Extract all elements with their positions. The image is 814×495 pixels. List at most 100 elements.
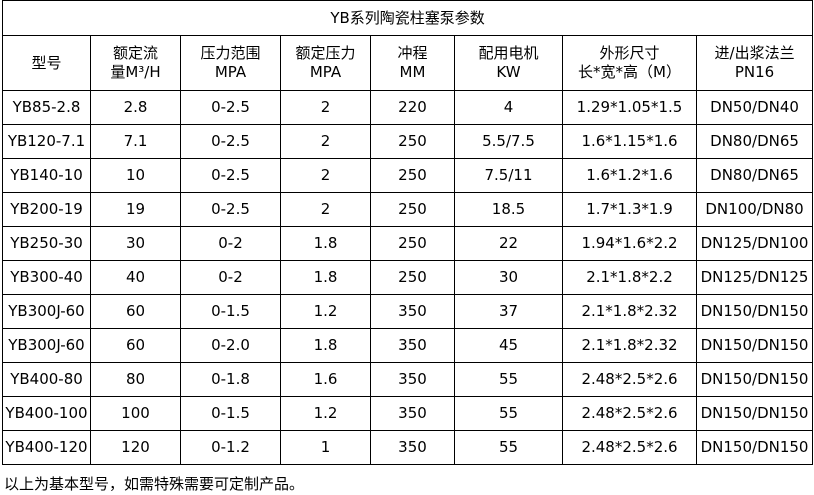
header-line: KW [496, 63, 521, 81]
cell-rated-pressure: 2 [280, 158, 371, 193]
table-row: YB400-80 80 0-1.8 1.6 350 55 2.48*2.5*2.… [2, 362, 814, 397]
cell-pressure-range: 0-1.2 [180, 430, 281, 465]
cell-pressure-range: 0-1.5 [180, 396, 281, 431]
header-cell-dimensions: 外形尺寸 长*宽*高（M） [562, 35, 697, 91]
cell-motor: 37 [454, 294, 563, 329]
cell-pressure-range: 0-2 [180, 226, 281, 261]
cell-rated-pressure: 1.2 [280, 294, 371, 329]
cell-dimensions: 2.1*1.8*2.2 [562, 260, 697, 295]
table-row: YB85-2.8 2.8 0-2.5 2 220 4 1.29*1.05*1.5… [2, 90, 814, 125]
cell-flange: DN125/DN125 [695, 260, 814, 295]
cell-stroke: 250 [370, 124, 455, 159]
cell-flange: DN125/DN100 [695, 226, 814, 261]
header-cell-rated-flow: 额定流 量M³/H [90, 35, 181, 91]
cell-stroke: 350 [370, 362, 455, 397]
table-row: YB140-10 10 0-2.5 2 250 7.5/11 1.6*1.2*1… [2, 158, 814, 193]
cell-model: YB250-30 [2, 226, 91, 261]
cell-dimensions: 1.6*1.15*1.6 [562, 124, 697, 159]
cell-rated-flow: 7.1 [90, 124, 181, 159]
cell-dimensions: 1.29*1.05*1.5 [562, 90, 697, 125]
cell-motor: 55 [454, 396, 563, 431]
cell-rated-flow: 2.8 [90, 90, 181, 125]
cell-model: YB85-2.8 [2, 90, 91, 125]
cell-pressure-range: 0-2.0 [180, 328, 281, 363]
header-line: 冲程 [397, 44, 428, 63]
cell-stroke: 250 [370, 192, 455, 227]
cell-rated-pressure: 1 [280, 430, 371, 465]
cell-motor: 18.5 [454, 192, 563, 227]
header-line: PN16 [734, 63, 775, 81]
table-title-row: YB系列陶瓷柱塞泵参数 [1, 0, 814, 36]
header-line: 额定流 [112, 44, 158, 63]
cell-pressure-range: 0-2.5 [180, 192, 281, 227]
cell-rated-flow: 80 [90, 362, 181, 397]
cell-model: YB300J-60 [2, 328, 91, 363]
table-row: YB200-19 19 0-2.5 2 250 18.5 1.7*1.3*1.9… [2, 192, 814, 227]
header-line: 进/出浆法兰 [714, 44, 795, 63]
cell-dimensions: 2.48*2.5*2.6 [562, 396, 697, 431]
footnote-text: 以上为基本型号，如需特殊需要可定制产品。 [4, 475, 305, 493]
cell-rated-pressure: 2 [280, 192, 371, 227]
table-row: YB300J-60 60 0-2.0 1.8 350 45 2.1*1.8*2.… [2, 328, 814, 363]
cell-motor: 45 [454, 328, 563, 363]
cell-motor: 30 [454, 260, 563, 295]
header-line: 长*宽*高（M） [578, 63, 681, 81]
cell-flange: DN80/DN65 [695, 124, 814, 159]
cell-dimensions: 2.48*2.5*2.6 [562, 362, 697, 397]
page-title: YB系列陶瓷柱塞泵参数 [1, 0, 814, 36]
header-line: 压力范围 [200, 44, 261, 63]
cell-model: YB140-10 [2, 158, 91, 193]
cell-motor: 22 [454, 226, 563, 261]
table-row: YB250-30 30 0-2 1.8 250 22 1.94*1.6*2.2 … [2, 226, 814, 261]
pump-spec-table: YB系列陶瓷柱塞泵参数 型号 额定流 量M³/H 压力范围 MPA 额定压力 M… [1, 0, 814, 465]
cell-rated-flow: 60 [90, 328, 181, 363]
header-line: MPA [309, 63, 342, 81]
cell-rated-flow: 120 [90, 430, 181, 465]
cell-rated-pressure: 1.6 [280, 362, 371, 397]
cell-motor: 55 [454, 430, 563, 465]
cell-stroke: 250 [370, 226, 455, 261]
cell-stroke: 350 [370, 396, 455, 431]
header-line: 配用电机 [478, 44, 539, 63]
cell-rated-flow: 30 [90, 226, 181, 261]
cell-pressure-range: 0-2.5 [180, 158, 281, 193]
header-line: 型号 [31, 53, 62, 72]
table-row: YB400-120 120 0-1.2 1 350 55 2.48*2.5*2.… [2, 430, 814, 465]
table-row: YB120-7.1 7.1 0-2.5 2 250 5.5/7.5 1.6*1.… [2, 124, 814, 159]
cell-pressure-range: 0-2.5 [180, 124, 281, 159]
cell-pressure-range: 0-2.5 [180, 90, 281, 125]
cell-model: YB300J-60 [2, 294, 91, 329]
cell-rated-flow: 100 [90, 396, 181, 431]
cell-motor: 5.5/7.5 [454, 124, 563, 159]
cell-stroke: 220 [370, 90, 455, 125]
cell-rated-flow: 10 [90, 158, 181, 193]
cell-stroke: 250 [370, 158, 455, 193]
cell-stroke: 250 [370, 260, 455, 295]
cell-rated-pressure: 2 [280, 90, 371, 125]
cell-flange: DN150/DN150 [695, 430, 814, 465]
cell-flange: DN80/DN65 [695, 158, 814, 193]
table-row: YB300J-60 60 0-1.5 1.2 350 37 2.1*1.8*2.… [2, 294, 814, 329]
cell-rated-flow: 19 [90, 192, 181, 227]
cell-motor: 55 [454, 362, 563, 397]
header-cell-model: 型号 [2, 35, 91, 91]
header-line: 额定压力 [295, 44, 356, 63]
cell-dimensions: 2.48*2.5*2.6 [562, 430, 697, 465]
cell-pressure-range: 0-1.8 [180, 362, 281, 397]
cell-rated-flow: 60 [90, 294, 181, 329]
cell-pressure-range: 0-1.5 [180, 294, 281, 329]
header-cell-flange: 进/出浆法兰 PN16 [695, 35, 814, 91]
cell-rated-pressure: 1.8 [280, 260, 371, 295]
cell-model: YB400-100 [2, 396, 91, 431]
cell-model: YB300-40 [2, 260, 91, 295]
cell-model: YB200-19 [2, 192, 91, 227]
cell-dimensions: 1.94*1.6*2.2 [562, 226, 697, 261]
cell-rated-pressure: 1.8 [280, 328, 371, 363]
cell-flange: DN100/DN80 [695, 192, 814, 227]
cell-flange: DN150/DN150 [695, 362, 814, 397]
cell-dimensions: 1.6*1.2*1.6 [562, 158, 697, 193]
header-line: MM [399, 63, 426, 81]
cell-flange: DN150/DN150 [695, 294, 814, 329]
cell-pressure-range: 0-2 [180, 260, 281, 295]
